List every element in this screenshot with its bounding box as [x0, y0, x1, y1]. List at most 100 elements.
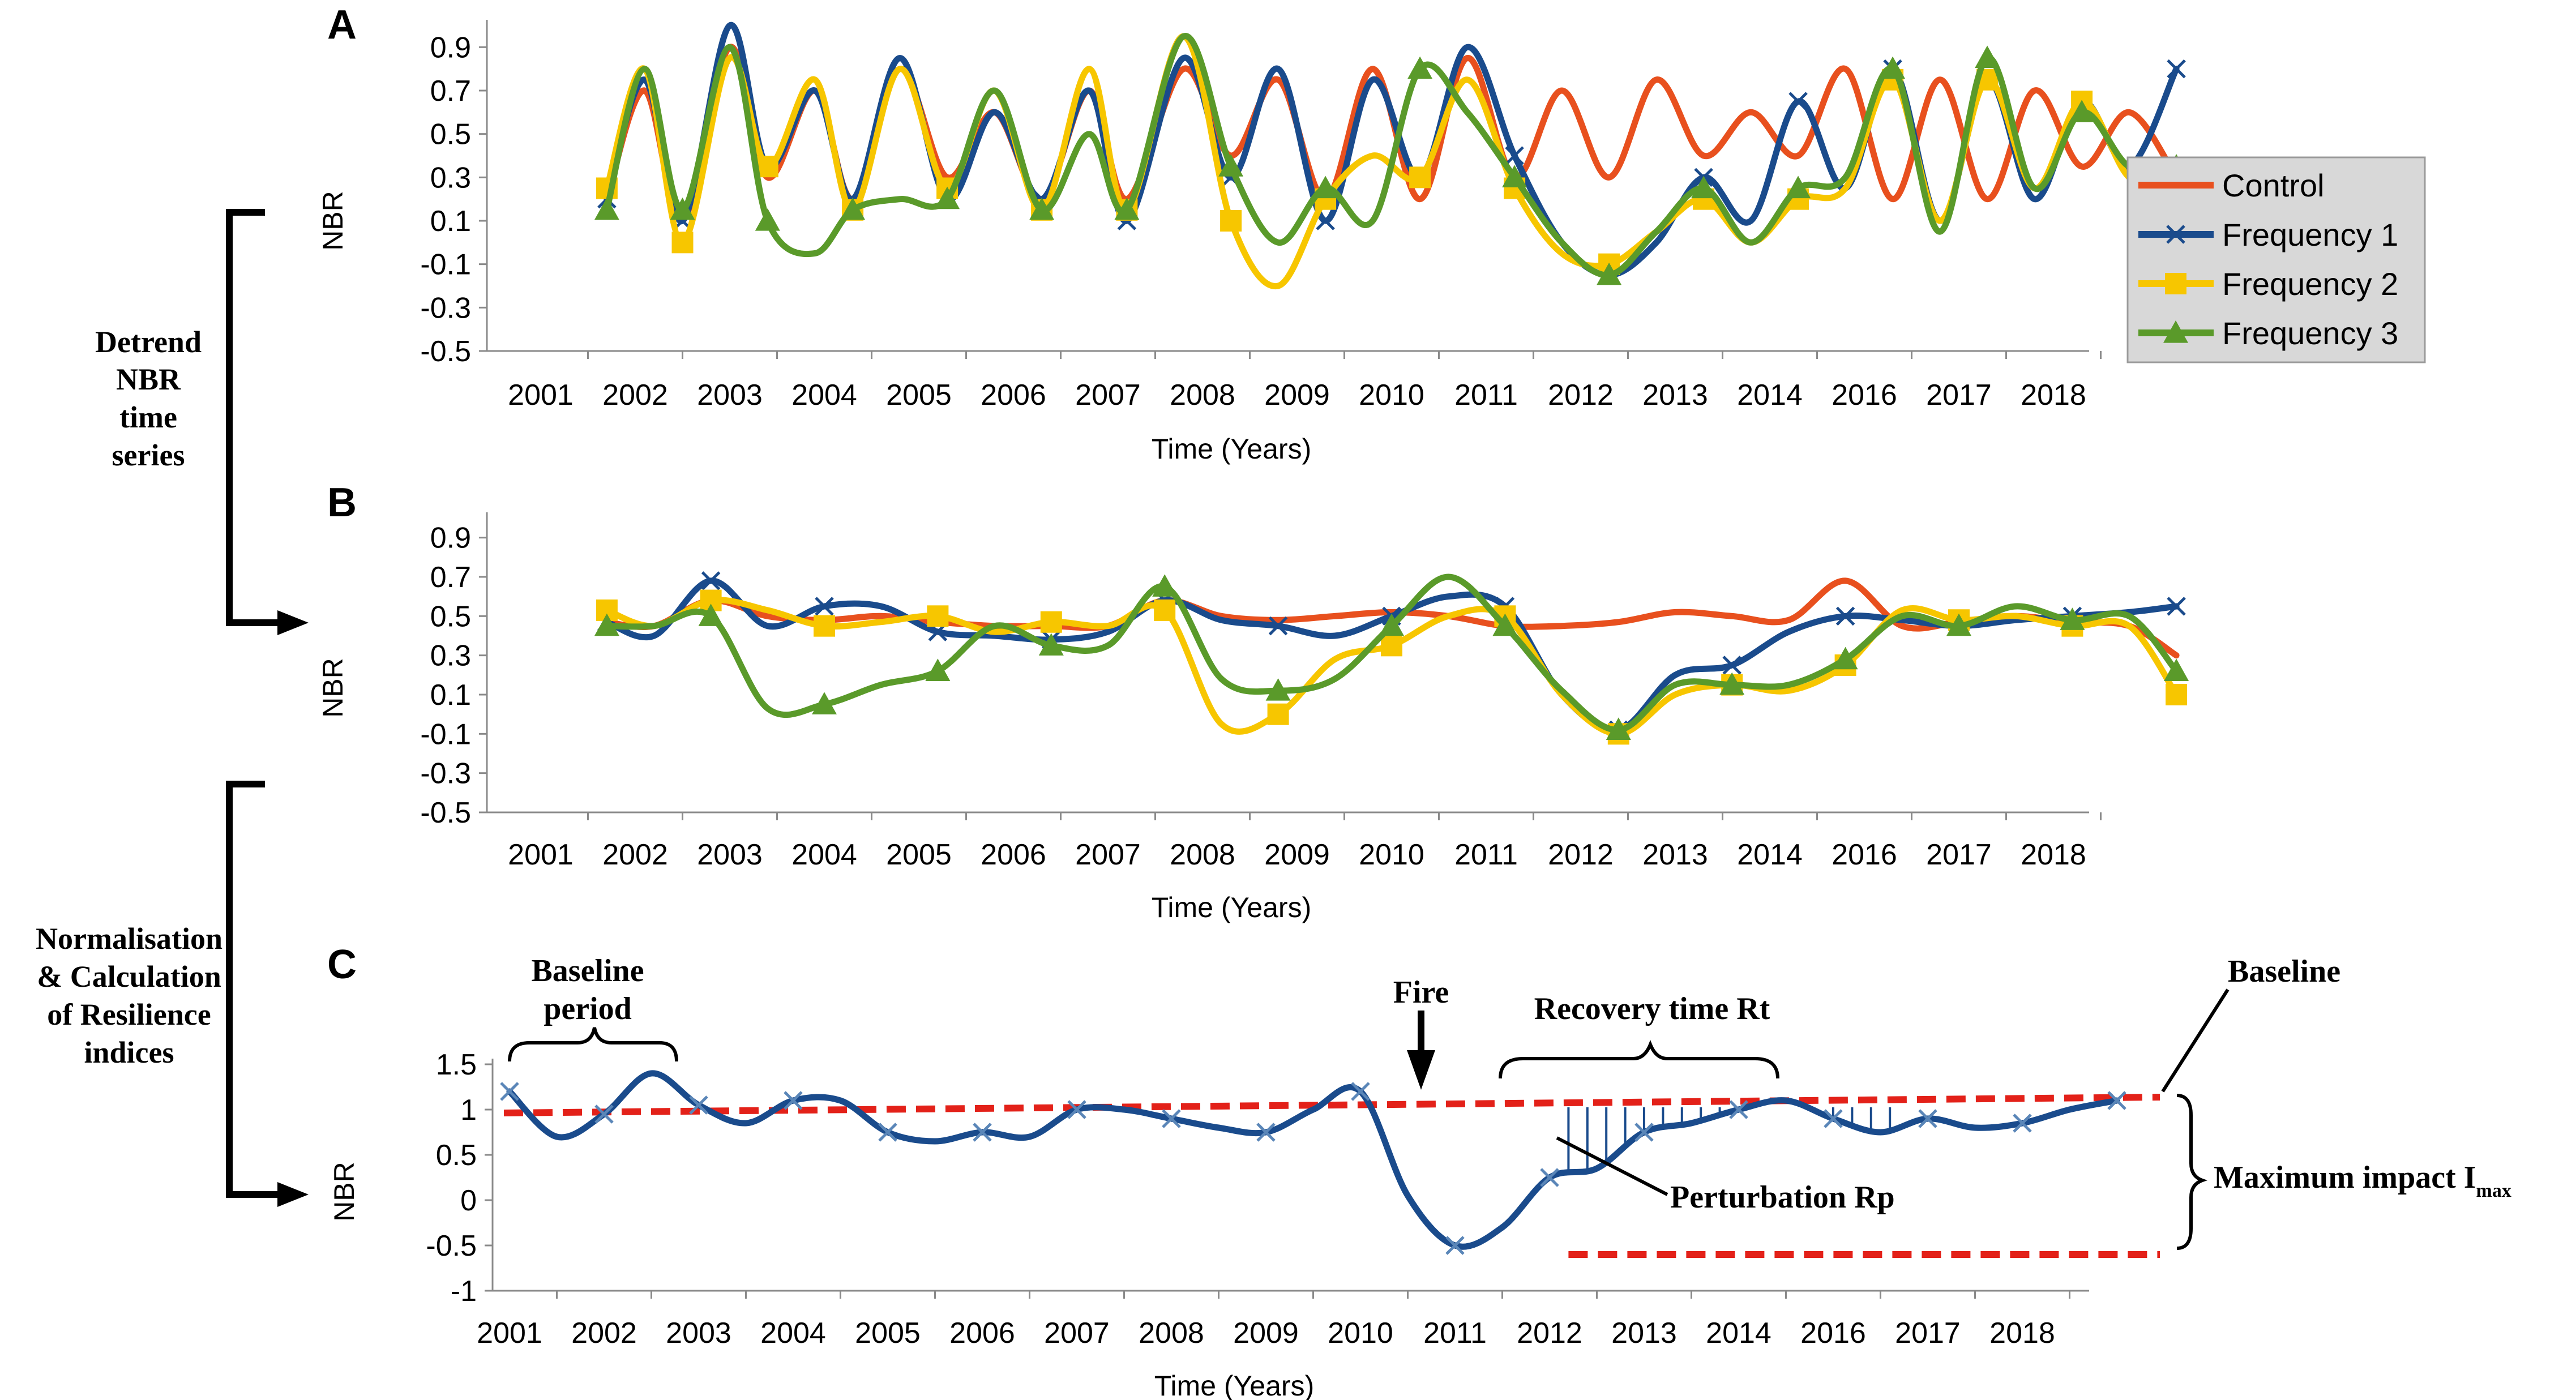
x-tick-label-2005: 2005 — [886, 379, 952, 412]
y-tick-label-1: 0.7 — [430, 561, 471, 594]
baseline-period-line-1: Baseline — [531, 953, 644, 988]
x-tick-label-2006: 2006 — [949, 1317, 1015, 1350]
x-marker-10 — [973, 1123, 992, 1142]
x-tick-label-2007: 2007 — [1075, 379, 1141, 412]
x-tick-label-2002: 2002 — [602, 379, 668, 412]
y-tick-label-0: 0.9 — [430, 522, 471, 555]
x-tick-label-2008: 2008 — [1139, 1317, 1204, 1350]
series-control — [604, 577, 2180, 659]
x-marker-26 — [1788, 92, 1808, 111]
x-axis-label: Time (Years) — [1152, 892, 1311, 923]
x-tick-label-2018: 2018 — [1989, 1317, 2055, 1350]
x-tick-label-2010: 2010 — [1359, 838, 1424, 871]
x-tick-label-2006: 2006 — [981, 379, 1046, 412]
detrend-line-2: NBR — [116, 362, 181, 396]
baseline-dashed-line — [503, 1094, 2160, 1116]
triangle-marker-18 — [1606, 717, 1631, 740]
square-marker-14 — [1381, 635, 1402, 657]
x-marker-18 — [1351, 1082, 1370, 1101]
triangle-marker-10 — [1152, 574, 1178, 597]
x-tick-label-2010: 2010 — [1359, 379, 1424, 412]
y-tick-label-2: 0.5 — [430, 600, 471, 633]
x-tick-label-2014: 2014 — [1737, 379, 1803, 412]
triangle-marker-0 — [594, 197, 619, 220]
triangle-marker-14 — [1379, 613, 1404, 636]
triangle-marker-30 — [1975, 45, 2000, 68]
square-marker-10 — [1154, 599, 1176, 621]
triangle-marker-26 — [2060, 607, 2085, 630]
baseline-label: Baseline — [2228, 954, 2340, 989]
x-tick-label-2003: 2003 — [666, 1317, 731, 1350]
max-impact-text: Maximum impact I — [2214, 1160, 2476, 1195]
x-tick-label-2016: 2016 — [1832, 379, 1897, 412]
triangle-marker-16 — [1492, 613, 1518, 636]
normalisation-line-4: indices — [84, 1035, 174, 1069]
max-impact-subscript: max — [2476, 1180, 2511, 1201]
x-tick-label-2011: 2011 — [1454, 379, 1518, 412]
legend-label-3: Frequency 3 — [2222, 315, 2398, 351]
y-tick-label-5: -1 — [451, 1275, 477, 1308]
x-tick-label-2018: 2018 — [2021, 838, 2086, 871]
square-marker-14 — [1220, 210, 1242, 232]
x-tick-label-2012: 2012 — [1517, 1317, 1582, 1350]
y-tick-label-4: 0.1 — [430, 205, 471, 238]
y-tick-label-6: -0.3 — [420, 757, 471, 790]
triangle-marker-22 — [1597, 262, 1622, 285]
y-tick-label-7: -0.5 — [420, 335, 471, 368]
y-tick-label-3: 0.3 — [430, 161, 471, 194]
y-tick-label-5: -0.1 — [420, 249, 471, 281]
x-tick-label-2014: 2014 — [1737, 838, 1803, 871]
x-tick-label-2008: 2008 — [1170, 838, 1235, 871]
triangle-marker-28 — [2164, 658, 2189, 681]
chart-panel-a: 0.9 0.7 0.5 0.3 0.1 -0.1 -0.3 -0.5 2001 2002 2003 2… — [317, 20, 2189, 465]
detrend-line-4: series — [112, 438, 185, 472]
x-tick-label-2013: 2013 — [1642, 379, 1708, 412]
triangle-marker-6 — [840, 197, 866, 220]
x-tick-label-2013: 2013 — [1642, 838, 1708, 871]
legend-label-0: Control — [2222, 168, 2325, 203]
x-tick-label-2011: 2011 — [1454, 838, 1518, 871]
x-marker-24 — [1634, 1123, 1654, 1142]
triangle-marker-28 — [1880, 56, 1906, 79]
x-marker-4 — [815, 597, 834, 616]
x-marker-12 — [1067, 1100, 1086, 1119]
y-tick-label-2: 0.5 — [436, 1139, 477, 1172]
triangle-marker-22 — [1833, 647, 1858, 670]
y-tick-label-0: 0.9 — [430, 31, 471, 64]
x-tick-label-2009: 2009 — [1233, 1317, 1299, 1350]
series-frequency-3 — [594, 573, 2189, 740]
x-marker-34 — [2167, 59, 2186, 79]
x-tick-label-2014: 2014 — [1706, 1317, 1771, 1350]
series-normalised-nbr — [500, 1070, 2126, 1255]
x-marker-16 — [1256, 1123, 1276, 1142]
square-marker-18 — [1409, 166, 1431, 189]
triangle-marker-32 — [2069, 100, 2095, 122]
triangle-marker-14 — [1218, 154, 1244, 177]
x-marker-14 — [1162, 1109, 1181, 1128]
x-marker-6 — [784, 1091, 803, 1110]
normalisation-line-2: & Calculation — [37, 960, 221, 994]
triangle-marker-2 — [670, 197, 695, 220]
x-marker-2 — [594, 1104, 614, 1124]
panel-label-a: A — [327, 2, 357, 48]
triangle-marker-10 — [1029, 197, 1055, 220]
x-marker-32 — [2013, 1114, 2032, 1133]
max-impact-label: Maximum impact Imax — [2214, 1160, 2511, 1201]
series-line — [604, 577, 2180, 659]
detrend-annotation: Detrend NBR time series — [95, 209, 309, 635]
x-axis-label: Time (Years) — [1152, 433, 1311, 465]
detrend-line-1: Detrend — [95, 325, 202, 359]
x-tick-label-2010: 2010 — [1328, 1317, 1393, 1350]
x-tick-label-2004: 2004 — [791, 838, 857, 871]
x-tick-label-2011: 2011 — [1423, 1317, 1487, 1350]
legend: Control Frequency 1 Frequency 2 Frequency 3 — [2126, 156, 2426, 363]
triangle-marker-24 — [1691, 175, 1717, 199]
triangle-marker-2 — [698, 603, 724, 626]
x-tick-label-2002: 2002 — [602, 838, 668, 871]
x-marker-22 — [1540, 1168, 1559, 1187]
x-tick-label-2007: 2007 — [1044, 1317, 1110, 1350]
x-tick-label-2012: 2012 — [1548, 838, 1614, 871]
recovery-time-brace — [1499, 1039, 1779, 1079]
x-marker-28 — [2167, 597, 2186, 616]
